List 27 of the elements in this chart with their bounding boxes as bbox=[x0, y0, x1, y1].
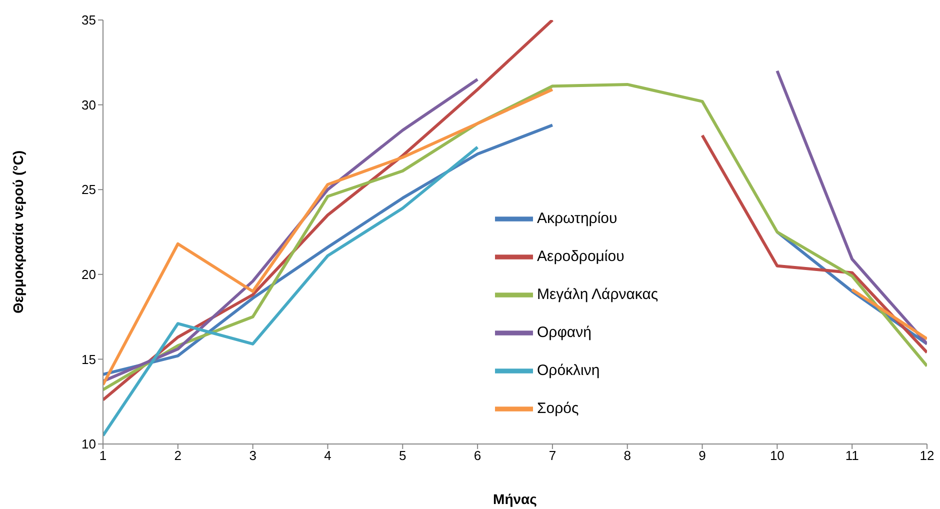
x-tick-label: 10 bbox=[770, 448, 784, 464]
legend-label: Ορόκλινη bbox=[537, 362, 600, 379]
y-tick-label: 20 bbox=[82, 267, 96, 282]
x-tick-label: 4 bbox=[324, 448, 332, 464]
x-axis-title: Μήνας bbox=[493, 491, 537, 507]
x-tick-label: 8 bbox=[624, 448, 631, 464]
y-tick-label: 15 bbox=[82, 352, 96, 367]
y-axis-title: Θερμοκρασία νερού (°C) bbox=[10, 150, 26, 314]
x-tick-label: 12 bbox=[920, 448, 934, 464]
x-tick-label: 7 bbox=[548, 448, 556, 464]
x-tick-label: 11 bbox=[845, 448, 859, 464]
legend-label: Αεροδρομίου bbox=[537, 248, 624, 265]
x-tick-label: 3 bbox=[249, 448, 256, 464]
line-series bbox=[103, 146, 480, 438]
legend-label: Ορφανή bbox=[537, 324, 592, 341]
x-tick-label: 1 bbox=[99, 448, 107, 464]
y-tick-label: 25 bbox=[82, 182, 96, 198]
x-tick-label: 5 bbox=[399, 448, 406, 464]
legend-label: Μεγάλη Λάρνακας bbox=[537, 286, 658, 303]
x-tick-label: 9 bbox=[698, 448, 706, 464]
y-tick-label: 30 bbox=[82, 97, 96, 112]
x-tick-label: 6 bbox=[474, 448, 482, 464]
y-tick-label: 35 bbox=[82, 12, 96, 28]
legend-label: Σορός bbox=[537, 400, 579, 417]
x-tick-label: 2 bbox=[174, 448, 182, 464]
legend-label: Ακρωτηρίου bbox=[537, 210, 618, 227]
y-tick-label: 10 bbox=[82, 436, 96, 452]
